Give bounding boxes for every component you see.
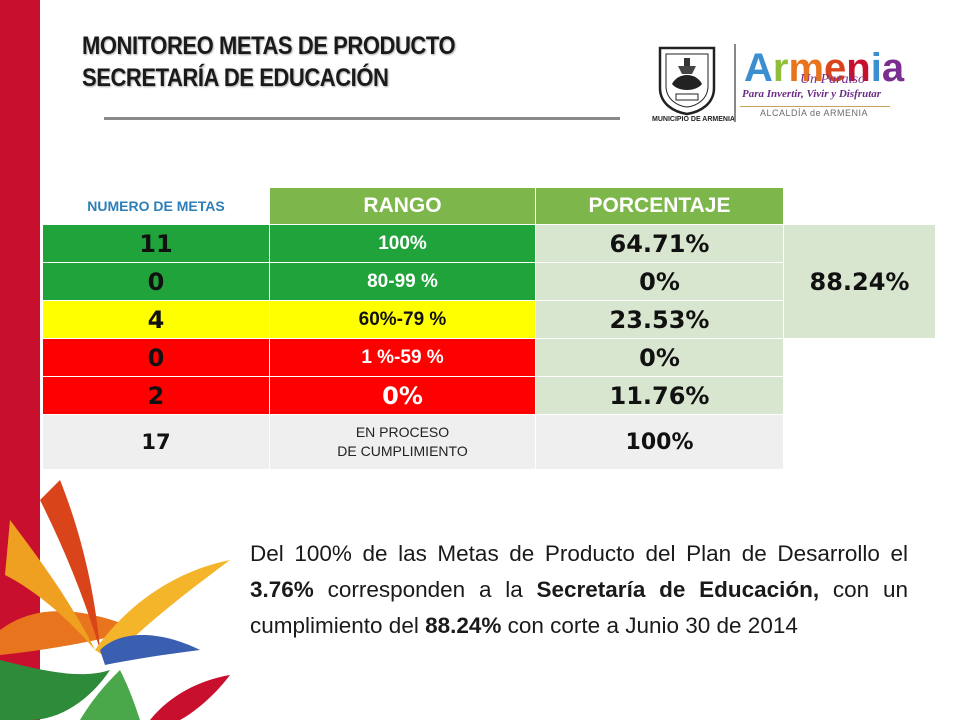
empty-cell: [783, 376, 936, 415]
range-label-line-1: EN PROCESO: [355, 424, 450, 440]
goals-table: NUMERO DE METAS RANGO PORCENTAJE 11 100%…: [42, 187, 936, 470]
range-label-line-2: DE CUMPLIMIENTO: [337, 443, 468, 459]
header-numero-metas: NUMERO DE METAS: [42, 187, 270, 225]
header-porcentaje: PORCENTAJE: [535, 187, 784, 225]
goal-count: 0: [42, 338, 270, 377]
range-label: 0%: [269, 376, 536, 415]
brand-tagline: Para Invertir, Vivir y Disfrutar: [742, 88, 882, 100]
table-row: 2 0% 11.76%: [42, 376, 936, 415]
percent-value: 23.53%: [535, 300, 784, 339]
range-label: 60%-79 %: [269, 300, 536, 339]
title-line-1: MONITOREO METAS DE PRODUCTO: [82, 32, 456, 60]
range-label: EN PROCESO DE CUMPLIMIENTO: [269, 414, 536, 470]
range-label: 100%: [269, 224, 536, 263]
logo-area: MUNICIPIO DE ARMENIA Armenia Un Paraíso …: [650, 14, 910, 124]
brand-office: ALCALDÍA de ARMENIA: [760, 108, 869, 118]
summary-compliance: 88.24%: [425, 613, 502, 638]
municipal-crest-icon: [658, 46, 716, 116]
table-row: 11 100% 64.71% 88.24%: [42, 224, 936, 339]
range-label: 80-99 %: [269, 262, 536, 301]
summary-text-1: Del 100% de las Metas de Producto del Pl…: [250, 541, 908, 566]
table-row: 17 EN PROCESO DE CUMPLIMIENTO 100%: [42, 414, 936, 470]
title-line-2: SECRETARÍA DE EDUCACIÓN: [82, 64, 389, 92]
header-rango: RANGO: [269, 187, 536, 225]
percent-value: 0%: [535, 338, 784, 377]
percent-value: 100%: [535, 414, 784, 470]
goal-count: 4: [42, 300, 270, 339]
range-label: 1 %-59 %: [269, 338, 536, 377]
brand-wordmark: Armenia: [744, 46, 905, 90]
goal-count: 11: [42, 224, 270, 263]
page-title: MONITOREO METAS DE PRODUCTO SECRETARÍA D…: [82, 30, 456, 94]
goal-count: 2: [42, 376, 270, 415]
empty-cell: [783, 338, 936, 377]
brand-subtitle: Un Paraíso: [800, 72, 865, 87]
brand-rule: [740, 106, 890, 107]
percent-value: 0%: [535, 262, 784, 301]
logo-divider: [734, 44, 736, 122]
goal-count: 0: [42, 262, 270, 301]
empty-cell: [783, 414, 936, 470]
left-accent-bar: [0, 0, 40, 720]
summary-text-4: con corte a Junio 30 de 2014: [501, 613, 798, 638]
total-compliance: 88.24%: [783, 224, 936, 339]
summary-text-2: corresponden a la: [313, 577, 537, 602]
summary-share: 3.76%: [250, 577, 314, 602]
table-header-row: NUMERO DE METAS RANGO PORCENTAJE: [42, 187, 936, 225]
crest-caption: MUNICIPIO DE ARMENIA: [652, 116, 735, 123]
title-underline: [104, 117, 620, 120]
bird-of-paradise-flower-decoration: [0, 480, 230, 720]
table-row: 0 80-99 % 0%: [42, 262, 936, 301]
table-row: 4 60%-79 % 23.53%: [42, 300, 936, 339]
summary-paragraph: Del 100% de las Metas de Producto del Pl…: [250, 536, 908, 644]
table-row: 0 1 %-59 % 0%: [42, 338, 936, 377]
goal-count: 17: [42, 414, 270, 470]
header-spacer: [783, 187, 936, 225]
summary-department: Secretaría de Educación,: [536, 577, 820, 602]
summary-text-3: con un cumplimiento del: [250, 577, 908, 638]
percent-value: 11.76%: [535, 376, 784, 415]
percent-value: 64.71%: [535, 224, 784, 263]
